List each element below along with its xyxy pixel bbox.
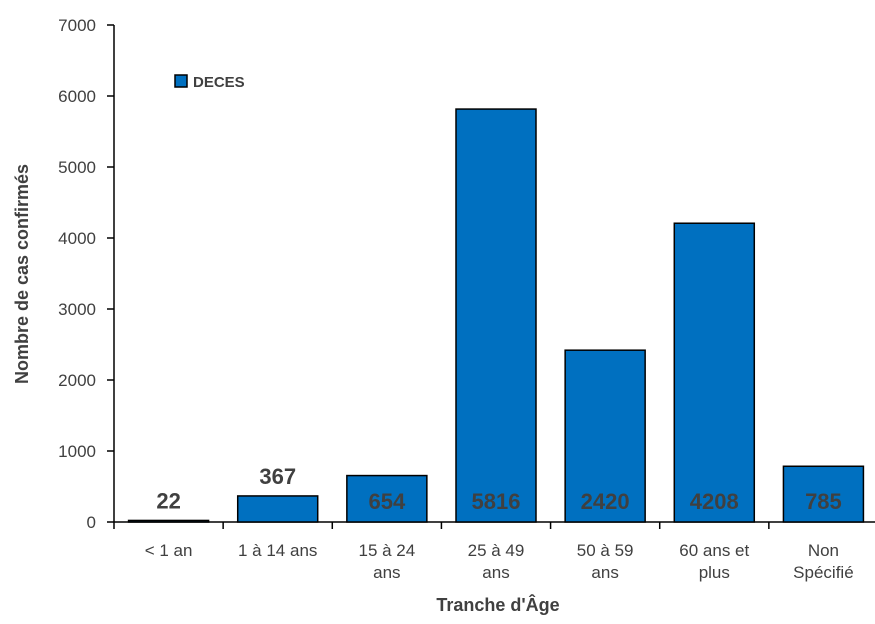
- data-label: 785: [805, 489, 842, 514]
- x-tick-label: 60 ans et plus: [679, 541, 749, 582]
- x-tick-label: < 1 an: [145, 541, 193, 560]
- data-label: 2420: [581, 489, 630, 514]
- y-tick-label: 6000: [58, 87, 96, 106]
- y-tick-label: 1000: [58, 442, 96, 461]
- bar: [236, 495, 319, 523]
- data-label: 654: [368, 489, 405, 514]
- x-tick-label: Non Spécifié: [793, 541, 853, 582]
- data-labels: 22 367 654 5816 2420 4208 785: [156, 464, 841, 514]
- y-tick-label: 2000: [58, 371, 96, 390]
- bars: [127, 108, 865, 523]
- y-axis-title: Nombre de cas confirmés: [12, 164, 32, 384]
- bar: [346, 474, 428, 523]
- x-axis-title: Tranche d'Âge: [436, 594, 559, 615]
- y-axis: 0 1000 2000 3000 4000 5000 6000 7000: [58, 16, 115, 532]
- data-label: 5816: [472, 489, 521, 514]
- y-tick-label: 5000: [58, 158, 96, 177]
- x-axis: < 1 an 1 à 14 ans 15 à 24 ans 25 à 49 ans 50 à…: [113, 521, 875, 582]
- bar: [455, 108, 537, 523]
- data-label: 367: [259, 464, 296, 489]
- data-label: 4208: [690, 489, 739, 514]
- x-tick-label: 15 à 24 ans: [358, 541, 415, 582]
- y-tick-label: 0: [87, 513, 96, 532]
- bar: [564, 349, 646, 523]
- legend-swatch: [174, 74, 188, 88]
- y-tick-label: 4000: [58, 229, 96, 248]
- bar: [127, 519, 210, 523]
- x-tick-label: 50 à 59 ans: [577, 541, 634, 582]
- bar: [782, 465, 865, 523]
- y-tick-label: 7000: [58, 16, 96, 35]
- y-tick-label: 3000: [58, 300, 96, 319]
- bar: [673, 222, 756, 523]
- x-tick-label: 1 à 14 ans: [238, 541, 317, 560]
- legend-label: DECES: [193, 74, 245, 91]
- data-label: 22: [156, 488, 180, 513]
- x-tick-label: 25 à 49 ans: [468, 541, 525, 582]
- legend: DECES: [174, 74, 245, 91]
